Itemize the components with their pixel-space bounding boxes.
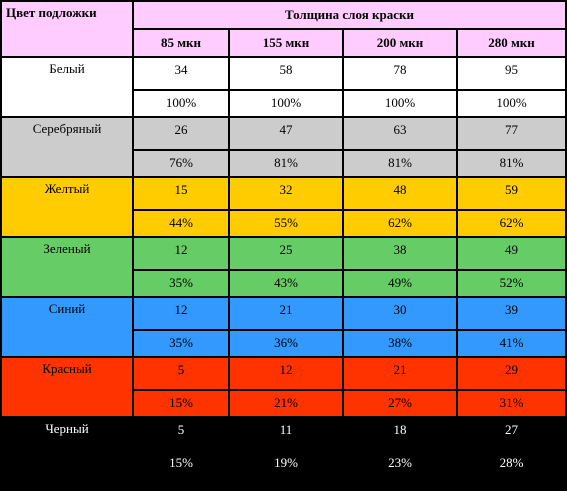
value-cell: 48: [344, 178, 456, 209]
value-cell: 11: [230, 418, 342, 449]
value-cell: 12: [134, 238, 228, 269]
substrate-color-name: Красный: [2, 358, 132, 416]
percent-cell: 62%: [458, 210, 565, 236]
percent-cell: 62%: [344, 210, 456, 236]
percent-cell: 55%: [230, 210, 342, 236]
value-cell: 21: [230, 298, 342, 329]
substrate-color-name: Синий: [2, 298, 132, 356]
value-cell: 18: [344, 418, 456, 449]
value-cell: 47: [230, 118, 342, 149]
value-cell: 27: [458, 418, 565, 449]
percent-cell: 38%: [344, 330, 456, 356]
percent-cell: 100%: [344, 90, 456, 116]
percent-cell: 36%: [230, 330, 342, 356]
value-cell: 58: [230, 58, 342, 89]
table-row: 76% 81% 81% 81%: [2, 150, 565, 176]
value-cell: 59: [458, 178, 565, 209]
table-row: Черный 5 11 18 27: [2, 418, 565, 476]
value-cell: 38: [344, 238, 456, 269]
value-cell: 32: [230, 178, 342, 209]
percent-cell: 100%: [230, 90, 342, 116]
table-row: 35% 43% 49% 52%: [2, 270, 565, 296]
percent-cell: 43%: [230, 270, 342, 296]
header-group-label: Толщина слоя краски: [134, 2, 565, 28]
value-cell: 39: [458, 298, 565, 329]
percent-cell: 31%: [458, 390, 565, 416]
percent-cell: 44%: [134, 210, 228, 236]
percent-cell: 15%: [134, 450, 228, 476]
percent-cell: 81%: [458, 150, 565, 176]
percent-cell: 41%: [458, 330, 565, 356]
substrate-color-name: Белый: [2, 58, 132, 116]
table-row: 15% 21% 27% 31%: [2, 390, 565, 416]
value-cell: 78: [344, 58, 456, 89]
value-cell: 34: [134, 58, 228, 89]
percent-cell: 81%: [344, 150, 456, 176]
percent-cell: 19%: [230, 450, 342, 476]
percent-cell: 76%: [134, 150, 228, 176]
column-header: 85 мкн: [134, 30, 228, 56]
percent-cell: 27%: [344, 390, 456, 416]
value-cell: 30: [344, 298, 456, 329]
value-cell: 12: [134, 298, 228, 329]
percent-cell: 100%: [458, 90, 565, 116]
value-cell: 26: [134, 118, 228, 149]
percent-cell: 15%: [134, 390, 228, 416]
value-cell: 63: [344, 118, 456, 149]
value-cell: 5: [134, 358, 228, 389]
value-cell: 49: [458, 238, 565, 269]
percent-cell: 100%: [134, 90, 228, 116]
table-row: 35% 36% 38% 41%: [2, 330, 565, 356]
substrate-color-name: Черный: [2, 418, 132, 476]
table-row: Белый 34 58 78 95: [2, 58, 565, 116]
percent-cell: 23%: [344, 450, 456, 476]
percent-cell: 52%: [458, 270, 565, 296]
value-cell: 77: [458, 118, 565, 149]
table-row: 15% 19% 23% 28%: [2, 450, 565, 476]
percent-cell: 21%: [230, 390, 342, 416]
value-cell: 21: [344, 358, 456, 389]
percent-cell: 49%: [344, 270, 456, 296]
table-row: Красный 5 12 21 29: [2, 358, 565, 416]
table-row: Синий 12 21 30 39: [2, 298, 565, 356]
percent-cell: 35%: [134, 330, 228, 356]
table-row: 100% 100% 100% 100%: [2, 90, 565, 116]
value-cell: 12: [230, 358, 342, 389]
substrate-color-name: Желтый: [2, 178, 132, 236]
value-cell: 5: [134, 418, 228, 449]
paint-thickness-table: Цвет подложки Толщина слоя краски 85 мкн…: [2, 2, 565, 476]
value-cell: 95: [458, 58, 565, 89]
value-cell: 25: [230, 238, 342, 269]
column-header: 155 мкн: [230, 30, 342, 56]
value-cell: 15: [134, 178, 228, 209]
table-row: Серебряный 26 47 63 77: [2, 118, 565, 176]
header-corner-label: Цвет подложки: [2, 2, 132, 56]
column-header: 280 мкн: [458, 30, 565, 56]
table-row: Желтый 15 32 48 59: [2, 178, 565, 236]
percent-cell: 28%: [458, 450, 565, 476]
substrate-color-name: Зеленый: [2, 238, 132, 296]
table-row: 44% 55% 62% 62%: [2, 210, 565, 236]
column-header: 200 мкн: [344, 30, 456, 56]
value-cell: 29: [458, 358, 565, 389]
percent-cell: 81%: [230, 150, 342, 176]
substrate-color-name: Серебряный: [2, 118, 132, 176]
percent-cell: 35%: [134, 270, 228, 296]
table-body: Белый 34 58 78 95 100% 100% 100% 100% Серебряный 2…: [2, 58, 565, 476]
table-row: Зеленый 12 25 38 49: [2, 238, 565, 296]
